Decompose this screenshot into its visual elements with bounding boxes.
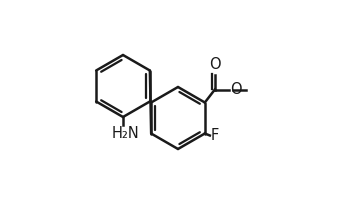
Text: O: O [209, 57, 221, 72]
Text: O: O [230, 82, 241, 97]
Text: F: F [211, 128, 219, 143]
Text: H₂N: H₂N [112, 126, 140, 141]
